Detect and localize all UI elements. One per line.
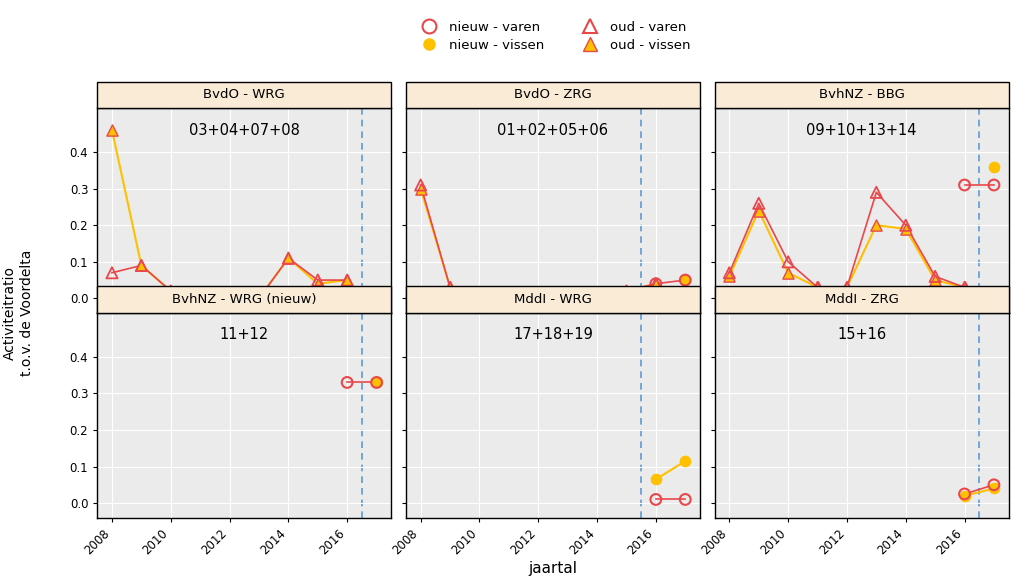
- Point: [530, 290, 547, 300]
- Point: [986, 162, 1002, 171]
- Point: [589, 290, 605, 300]
- Point: [956, 489, 973, 498]
- Point: [618, 287, 635, 296]
- Point: [956, 283, 973, 292]
- Point: [868, 221, 885, 230]
- Point: [677, 495, 693, 504]
- Point: [413, 180, 429, 190]
- Text: 09+10+13+14: 09+10+13+14: [806, 123, 916, 137]
- Point: [647, 279, 664, 288]
- Point: [281, 253, 297, 263]
- Point: [471, 290, 487, 300]
- Point: [369, 378, 385, 387]
- Point: [721, 271, 737, 281]
- Point: [927, 271, 943, 281]
- Point: [163, 287, 179, 296]
- Point: [442, 283, 459, 292]
- Point: [530, 290, 547, 300]
- Point: [986, 484, 1002, 493]
- Point: [677, 276, 693, 285]
- Text: 03+04+07+08: 03+04+07+08: [188, 123, 300, 137]
- Point: [103, 126, 120, 135]
- Point: [721, 268, 737, 277]
- Point: [677, 456, 693, 466]
- Text: MddI - WRG: MddI - WRG: [514, 293, 592, 306]
- Point: [369, 378, 385, 387]
- Point: [898, 221, 914, 230]
- Point: [647, 495, 664, 504]
- Point: [751, 199, 767, 208]
- Text: BvhNZ - WRG (nieuw): BvhNZ - WRG (nieuw): [172, 293, 316, 306]
- FancyBboxPatch shape: [97, 82, 391, 108]
- Point: [133, 261, 150, 270]
- Text: jaartal: jaartal: [528, 561, 578, 576]
- Point: [677, 276, 693, 285]
- Text: 11+12: 11+12: [220, 328, 269, 342]
- Point: [647, 279, 664, 288]
- FancyBboxPatch shape: [406, 82, 700, 108]
- Text: Activiteitratio
t.o.v. de Voordelta: Activiteitratio t.o.v. de Voordelta: [3, 250, 34, 376]
- Point: [501, 290, 517, 300]
- Point: [868, 188, 885, 197]
- Point: [251, 294, 267, 303]
- Point: [501, 290, 517, 300]
- Point: [986, 480, 1002, 490]
- Point: [191, 290, 208, 300]
- Point: [191, 290, 208, 300]
- Point: [986, 180, 1002, 190]
- Point: [133, 261, 150, 270]
- FancyBboxPatch shape: [715, 287, 1009, 313]
- Text: 15+16: 15+16: [837, 328, 886, 342]
- Point: [281, 253, 297, 263]
- Text: BvhNZ - BBG: BvhNZ - BBG: [819, 88, 904, 101]
- Point: [751, 206, 767, 215]
- Point: [647, 279, 664, 288]
- Point: [589, 290, 605, 300]
- Point: [956, 283, 973, 292]
- Text: 17+18+19: 17+18+19: [513, 328, 593, 342]
- Point: [251, 294, 267, 303]
- Point: [898, 224, 914, 233]
- Point: [471, 290, 487, 300]
- Point: [369, 290, 385, 300]
- Point: [927, 276, 943, 285]
- Point: [780, 268, 797, 277]
- Point: [809, 283, 825, 292]
- Point: [780, 257, 797, 267]
- Point: [221, 294, 238, 303]
- Point: [163, 287, 179, 296]
- Point: [839, 283, 855, 292]
- Point: [559, 294, 575, 303]
- Point: [339, 276, 355, 285]
- Point: [442, 283, 459, 292]
- Text: MddI - ZRG: MddI - ZRG: [824, 293, 899, 306]
- Point: [647, 474, 664, 484]
- Text: 01+02+05+06: 01+02+05+06: [498, 123, 608, 137]
- Point: [309, 276, 326, 285]
- Point: [809, 283, 825, 292]
- Point: [103, 268, 120, 277]
- Point: [309, 279, 326, 288]
- FancyBboxPatch shape: [97, 287, 391, 313]
- Point: [413, 184, 429, 193]
- FancyBboxPatch shape: [406, 287, 700, 313]
- Point: [339, 378, 355, 387]
- Point: [956, 491, 973, 501]
- Point: [956, 180, 973, 190]
- Point: [618, 287, 635, 296]
- Point: [839, 283, 855, 292]
- Legend: nieuw - varen, nieuw - vissen, oud - varen, oud - vissen: nieuw - varen, nieuw - vissen, oud - var…: [411, 15, 695, 57]
- FancyBboxPatch shape: [715, 82, 1009, 108]
- Text: BvdO - WRG: BvdO - WRG: [204, 88, 285, 101]
- Point: [221, 294, 238, 303]
- Point: [559, 294, 575, 303]
- Text: BvdO - ZRG: BvdO - ZRG: [514, 88, 592, 101]
- Point: [339, 276, 355, 285]
